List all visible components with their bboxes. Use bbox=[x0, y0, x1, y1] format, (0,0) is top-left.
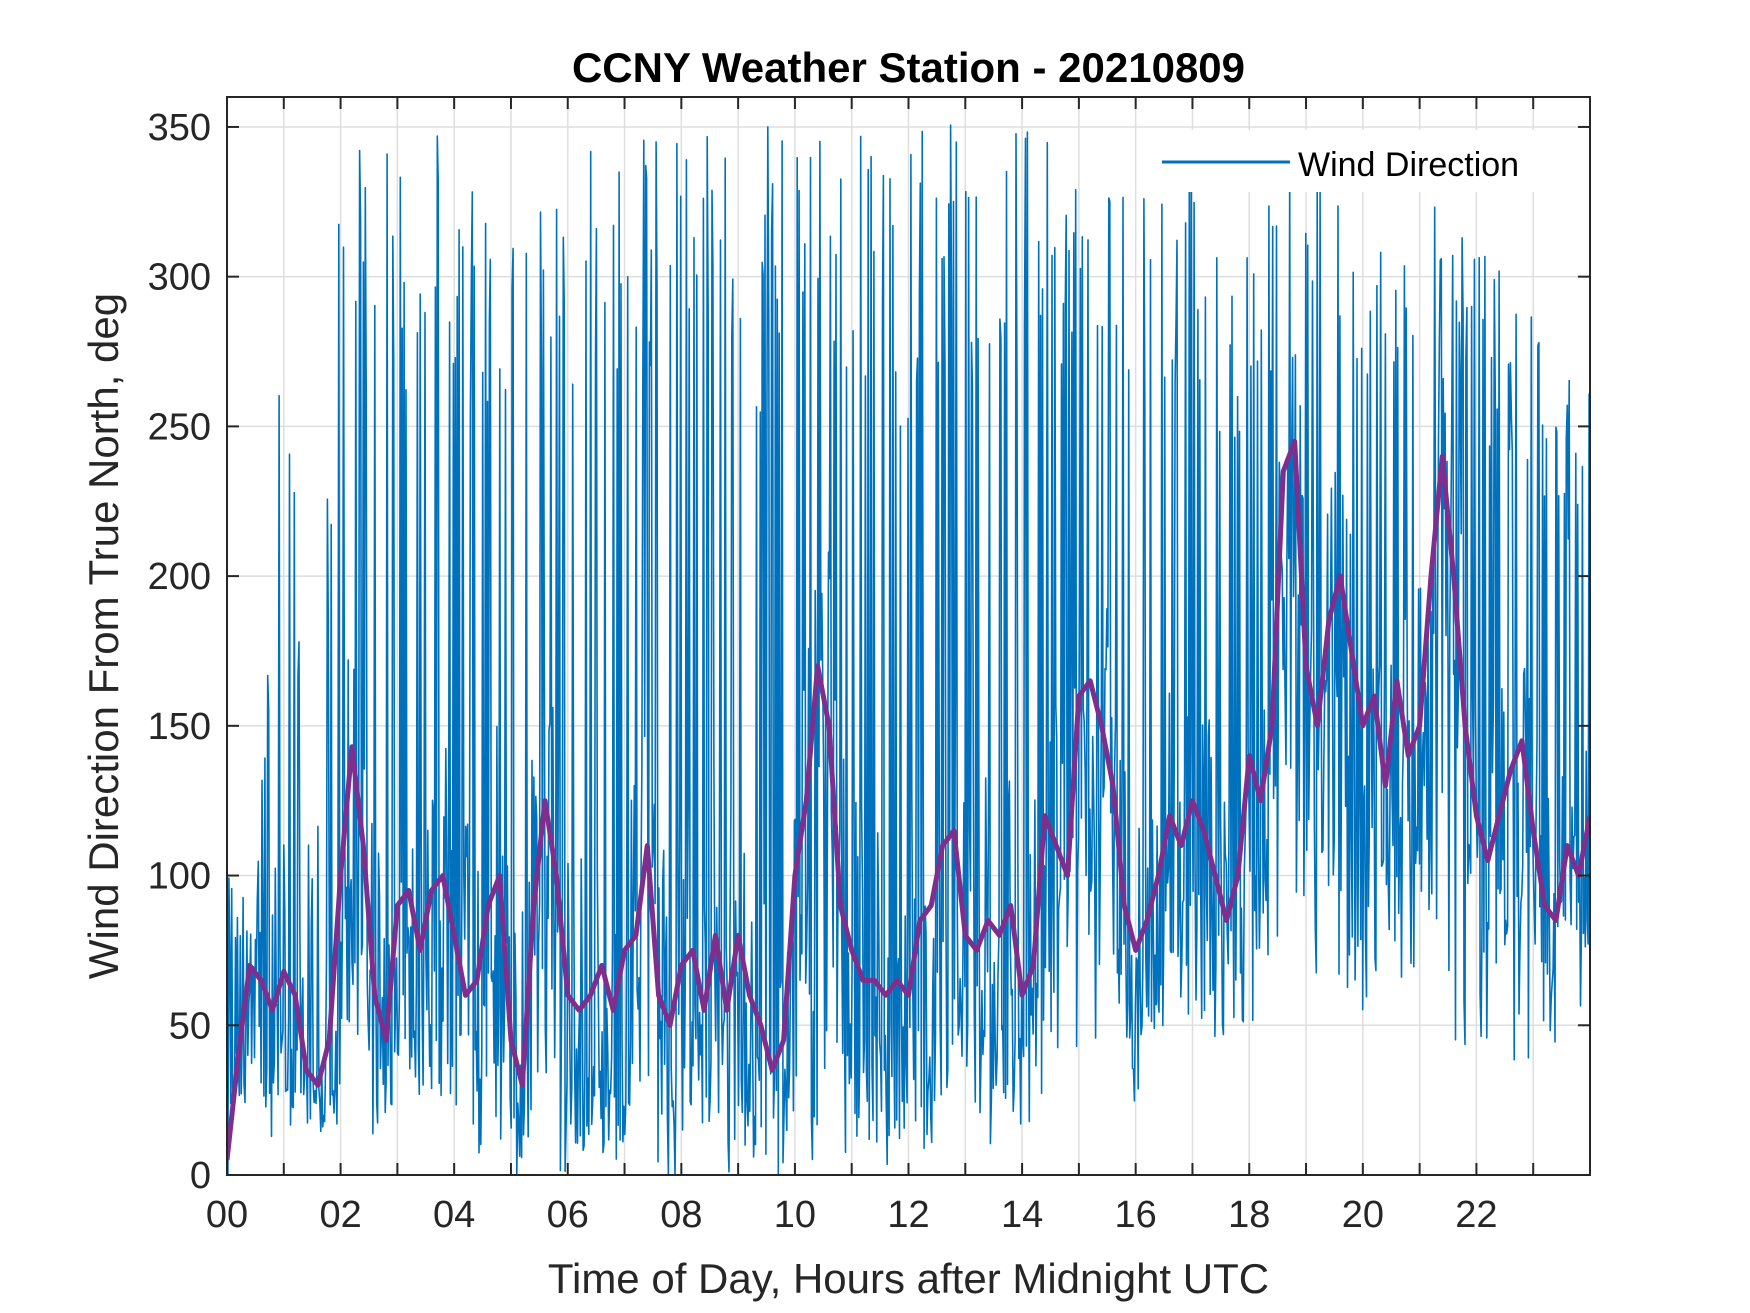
x-tick-label: 06 bbox=[547, 1194, 589, 1236]
legend-entry-wind-direction: Wind Direction bbox=[1298, 146, 1519, 184]
x-tick-label: 18 bbox=[1228, 1194, 1270, 1236]
ticks bbox=[226, 97, 1590, 1176]
y-tick-labels: 0 50 100 150 200 250 300 350 bbox=[148, 107, 211, 1197]
x-tick-label: 02 bbox=[319, 1194, 361, 1236]
y-tick-label: 250 bbox=[148, 406, 211, 448]
x-tick-label: 04 bbox=[433, 1194, 475, 1236]
y-tick-label: 50 bbox=[169, 1005, 211, 1047]
y-tick-label: 200 bbox=[148, 556, 211, 598]
smoothed-wind-direction-line bbox=[227, 438, 1590, 1161]
x-tick-labels: 00 02 04 06 08 10 12 14 16 18 20 22 bbox=[206, 1194, 1498, 1236]
x-axis-label: Time of Day, Hours after Midnight UTC bbox=[548, 1255, 1269, 1302]
x-tick-label: 10 bbox=[774, 1194, 816, 1236]
y-axis-label: Wind Direction From True North, deg bbox=[80, 293, 127, 979]
y-tick-label: 350 bbox=[148, 107, 211, 149]
y-tick-label: 100 bbox=[148, 856, 211, 898]
x-tick-label: 08 bbox=[660, 1194, 702, 1236]
y-tick-label: 300 bbox=[148, 257, 211, 299]
y-tick-label: 0 bbox=[190, 1155, 211, 1197]
x-tick-label: 12 bbox=[887, 1194, 929, 1236]
wind-direction-series bbox=[227, 124, 1590, 1175]
x-tick-label: 20 bbox=[1342, 1194, 1384, 1236]
chart-title: CCNY Weather Station - 20210809 bbox=[572, 44, 1245, 91]
x-tick-label: 14 bbox=[1001, 1194, 1043, 1236]
legend: Wind Direction bbox=[1150, 130, 1550, 192]
x-tick-label: 00 bbox=[206, 1194, 248, 1236]
y-tick-label: 150 bbox=[148, 706, 211, 748]
x-tick-label: 22 bbox=[1455, 1194, 1497, 1236]
wind-direction-line bbox=[227, 124, 1590, 1175]
x-tick-label: 16 bbox=[1115, 1194, 1157, 1236]
smoothed-series bbox=[227, 438, 1590, 1161]
